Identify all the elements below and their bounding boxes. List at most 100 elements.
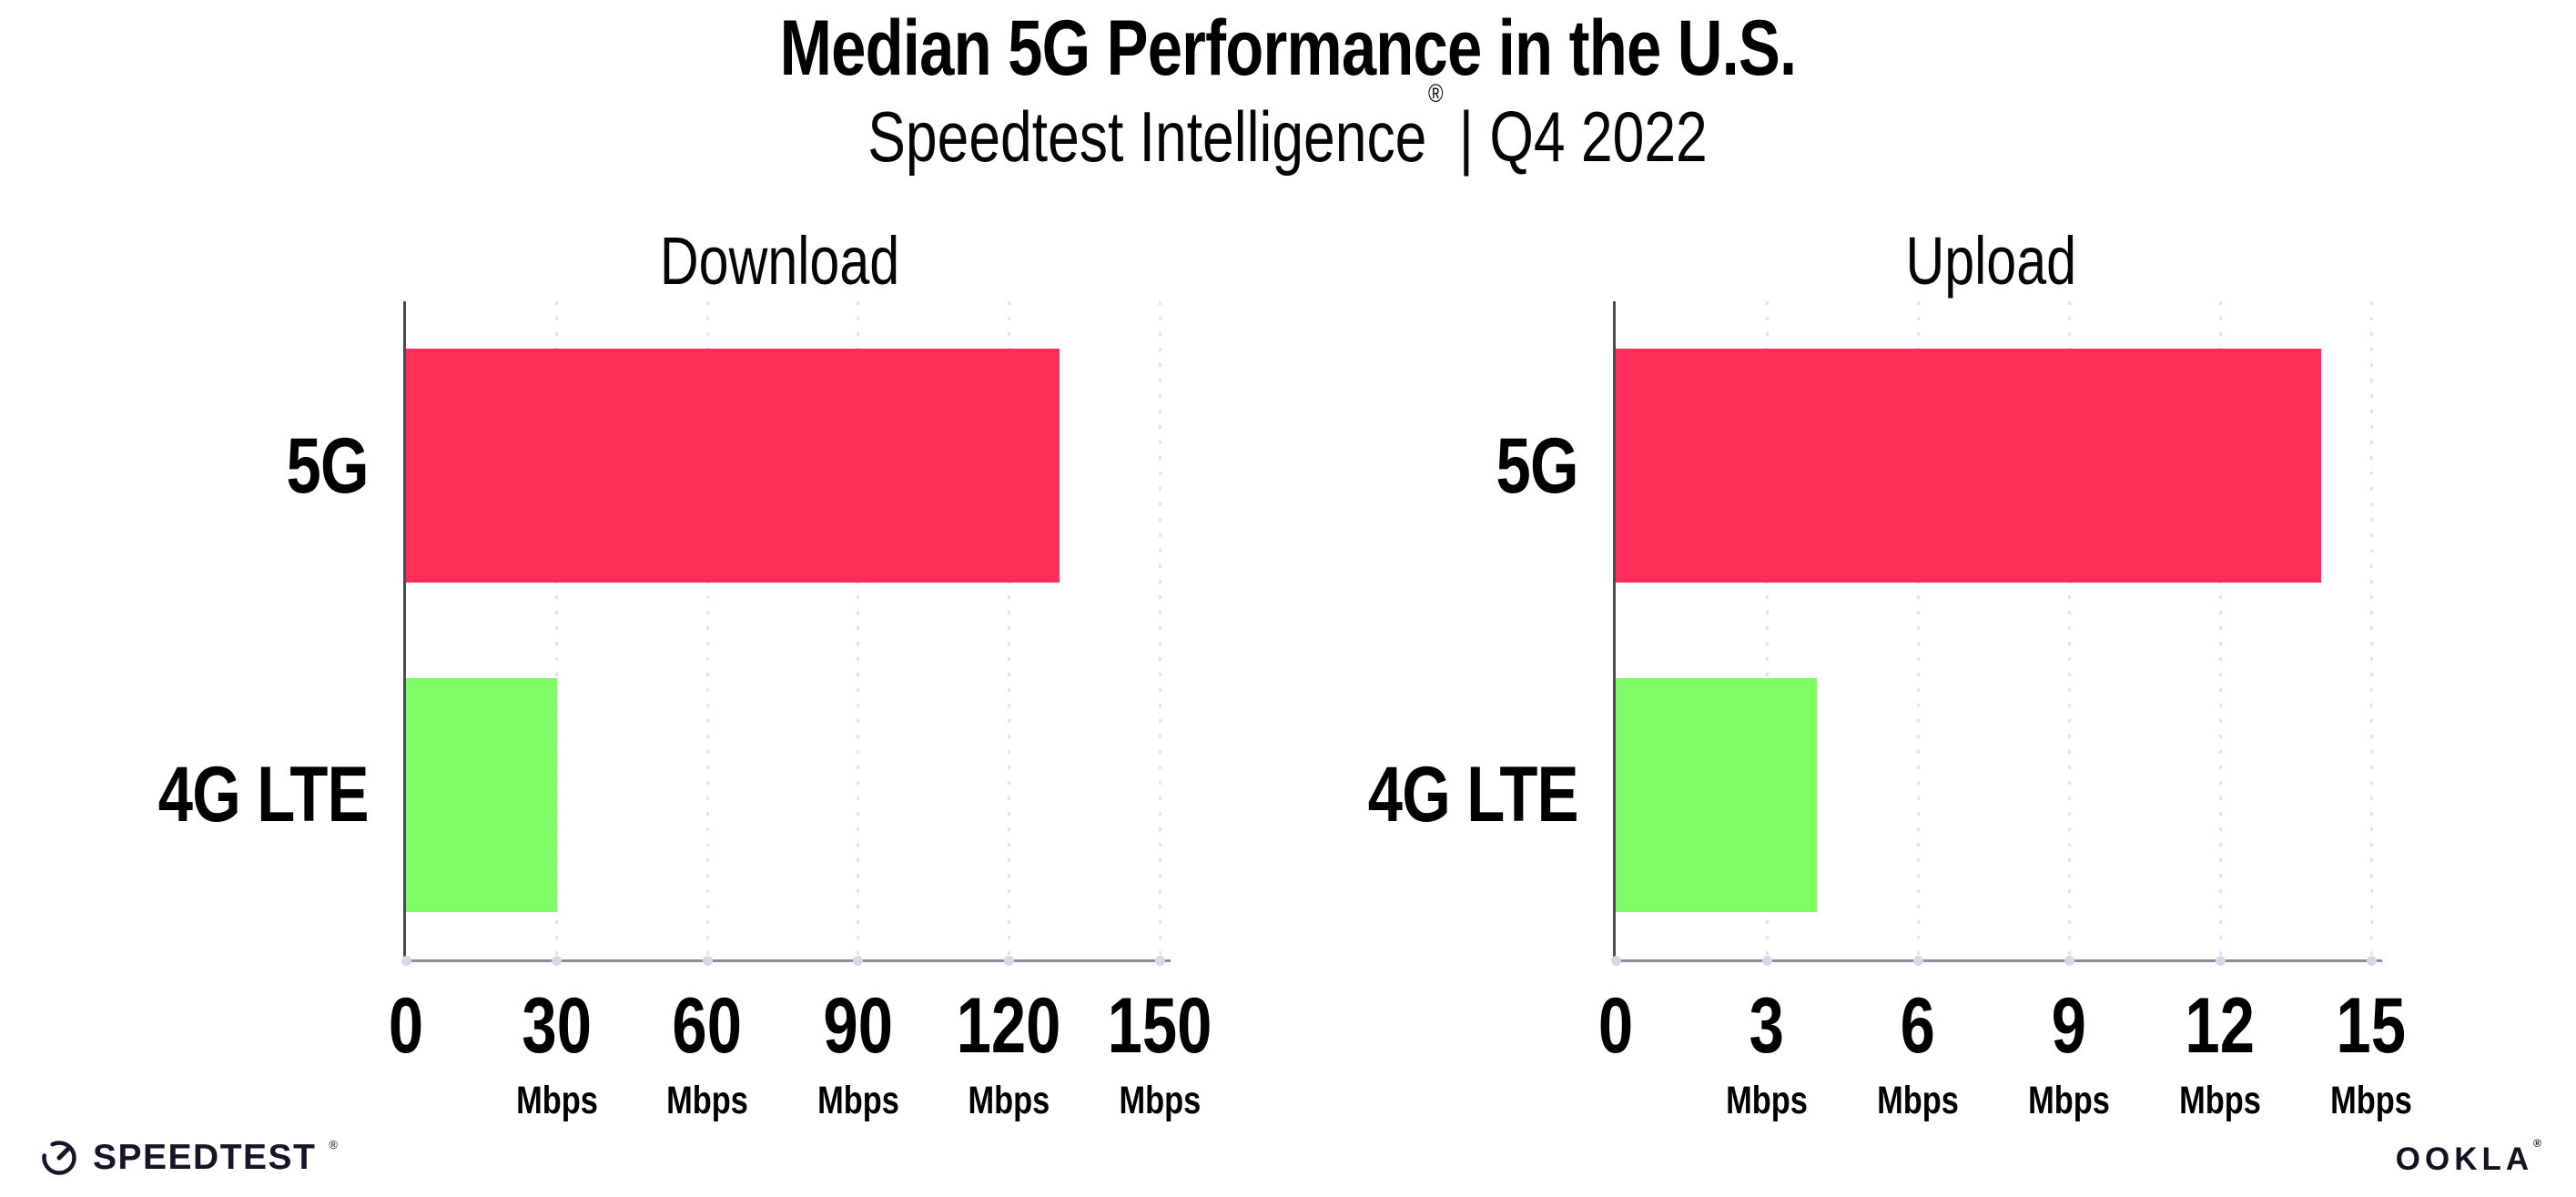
tick-value: 60	[656, 987, 758, 1065]
bar-download-4g-lte	[406, 677, 557, 912]
tick-download-60: 60 Mbps	[656, 987, 758, 1121]
axis-tick-dot-0	[401, 956, 411, 966]
tick-value: 0	[384, 987, 428, 1065]
bar-download-5g	[406, 349, 1060, 583]
speedtest-gauge-icon	[42, 1141, 76, 1175]
axis-tick-dot-60	[702, 956, 713, 966]
tick-unit: Mbps	[505, 1081, 607, 1121]
tick-download-120: 120 Mbps	[944, 987, 1075, 1121]
tick-value: 15	[2320, 987, 2422, 1065]
page-subtitle-text: Speedtest Intelligence® | Q4 2022	[867, 79, 1709, 177]
axis-tick-dot-9	[2064, 956, 2074, 966]
category-label-download-4g-lte: 4G LTE	[0, 751, 370, 839]
tick-value: 90	[807, 987, 909, 1065]
tick-value: 30	[505, 987, 607, 1065]
tick-value-text: 150	[1107, 982, 1212, 1070]
tick-value-text: 12	[2185, 982, 2256, 1070]
tick-value: 3	[1716, 987, 1818, 1065]
tick-value: 6	[1867, 987, 1969, 1065]
tick-unit: Mbps	[2018, 1081, 2120, 1121]
tick-unit: Mbps	[2320, 1081, 2422, 1121]
tick-unit: Mbps	[1094, 1081, 1225, 1121]
tick-unit-text: Mbps	[2179, 1079, 2261, 1122]
tick-value-text: 0	[388, 982, 424, 1070]
bar-upload-5g	[1616, 349, 2321, 583]
x-axis-download: 0 30 Mbps 60 Mbps 90 Mbps 120 Mbps 150 Mbps	[389, 987, 1212, 1169]
axis-tick-dot-12	[2215, 956, 2226, 966]
category-label-upload-5g: 5G	[1123, 427, 1579, 505]
tick-value-text: 0	[1597, 982, 1634, 1070]
tick-download-90: 90 Mbps	[807, 987, 909, 1121]
tick-unit-text: Mbps	[666, 1079, 749, 1122]
tick-upload-6: 6 Mbps	[1867, 987, 1969, 1121]
plot-area-upload	[1610, 301, 2382, 966]
tick-value-text: 3	[1749, 982, 1785, 1070]
tick-value-text: 30	[522, 982, 592, 1070]
tick-unit-text: Mbps	[1877, 1079, 1959, 1122]
page-subtitle: Speedtest Intelligence® | Q4 2022	[0, 79, 2576, 177]
plot-area-download	[401, 301, 1171, 966]
gridline-120	[1007, 301, 1010, 959]
tick-unit: Mbps	[1716, 1081, 1818, 1121]
category-label-text: 4G LTE	[158, 751, 370, 839]
subplot-title-upload: Upload	[1613, 223, 2368, 299]
tick-download-30: 30 Mbps	[505, 987, 607, 1121]
axis-tick-dot-30	[552, 956, 563, 966]
tick-upload-15: 15 Mbps	[2320, 987, 2422, 1121]
category-label-text: 5G	[286, 421, 370, 510]
tick-value: 9	[2018, 987, 2120, 1065]
tick-value-text: 6	[1900, 982, 1936, 1070]
tick-unit: Mbps	[2169, 1081, 2271, 1121]
gridline-30	[555, 301, 559, 959]
tick-upload-9: 9 Mbps	[2018, 987, 2120, 1121]
tick-unit: Mbps	[1867, 1081, 1969, 1121]
tick-download-150: 150 Mbps	[1094, 987, 1225, 1121]
tick-value-text: 60	[672, 982, 743, 1070]
category-label-download-5g: 5G	[0, 421, 370, 510]
subtitle-period: | Q4 2022	[1443, 96, 1709, 177]
tick-unit-text: Mbps	[1119, 1079, 1201, 1122]
gridline-15	[2369, 301, 2373, 959]
gridline-150	[1158, 301, 1161, 959]
gridline-12	[2218, 301, 2222, 959]
axis-tick-dot-3	[1761, 956, 1772, 966]
gridline-3	[1765, 301, 1769, 959]
axis-tick-dot-120	[1003, 956, 1014, 966]
subtitle-brand: Speedtest Intelligence	[867, 96, 1427, 177]
tick-unit-text: Mbps	[816, 1079, 899, 1122]
tick-unit: Mbps	[944, 1081, 1075, 1121]
tick-value: 0	[1594, 987, 1638, 1065]
tick-unit-text: Mbps	[2028, 1079, 2110, 1122]
axis-tick-dot-6	[1912, 956, 1923, 966]
registered-mark-icon: ®	[1428, 79, 1444, 107]
gridline-60	[705, 301, 709, 959]
subplot-title-download: Download	[403, 224, 1157, 299]
tick-value-text: 120	[956, 982, 1061, 1070]
tick-upload-0: 0	[1594, 987, 1638, 1065]
tick-value: 120	[944, 987, 1075, 1065]
speedtest-registered-icon: ®	[329, 1137, 338, 1151]
axis-tick-dot-90	[853, 956, 864, 966]
gridline-90	[857, 301, 860, 959]
tick-download-0: 0	[384, 987, 428, 1065]
tick-unit-text: Mbps	[515, 1079, 598, 1122]
ookla-logo: OOKLA®	[2396, 1138, 2541, 1175]
tick-value-text: 15	[2336, 982, 2407, 1070]
speedtest-wordmark: SPEEDTEST	[93, 1137, 317, 1177]
axis-tick-dot-0	[1610, 956, 1621, 966]
tick-unit: Mbps	[807, 1081, 909, 1121]
page-title-text: Median 5G Performance in the U.S.	[779, 5, 1798, 92]
subplot-title-text: Upload	[1905, 223, 2076, 299]
tick-value-text: 9	[2051, 982, 2087, 1070]
gridline-6	[1916, 301, 1920, 959]
axis-tick-dot-150	[1154, 956, 1165, 966]
category-label-text: 4G LTE	[1368, 751, 1579, 839]
tick-unit-text: Mbps	[2330, 1079, 2412, 1122]
tick-unit-text: Mbps	[1726, 1079, 1808, 1122]
tick-value: 12	[2169, 987, 2271, 1065]
x-axis-upload: 0 3 Mbps 6 Mbps 9 Mbps 12 Mbps 15 Mbps	[1598, 987, 2412, 1169]
tick-value: 150	[1094, 987, 1225, 1065]
tick-unit: Mbps	[656, 1081, 758, 1121]
gridline-9	[2067, 301, 2071, 959]
